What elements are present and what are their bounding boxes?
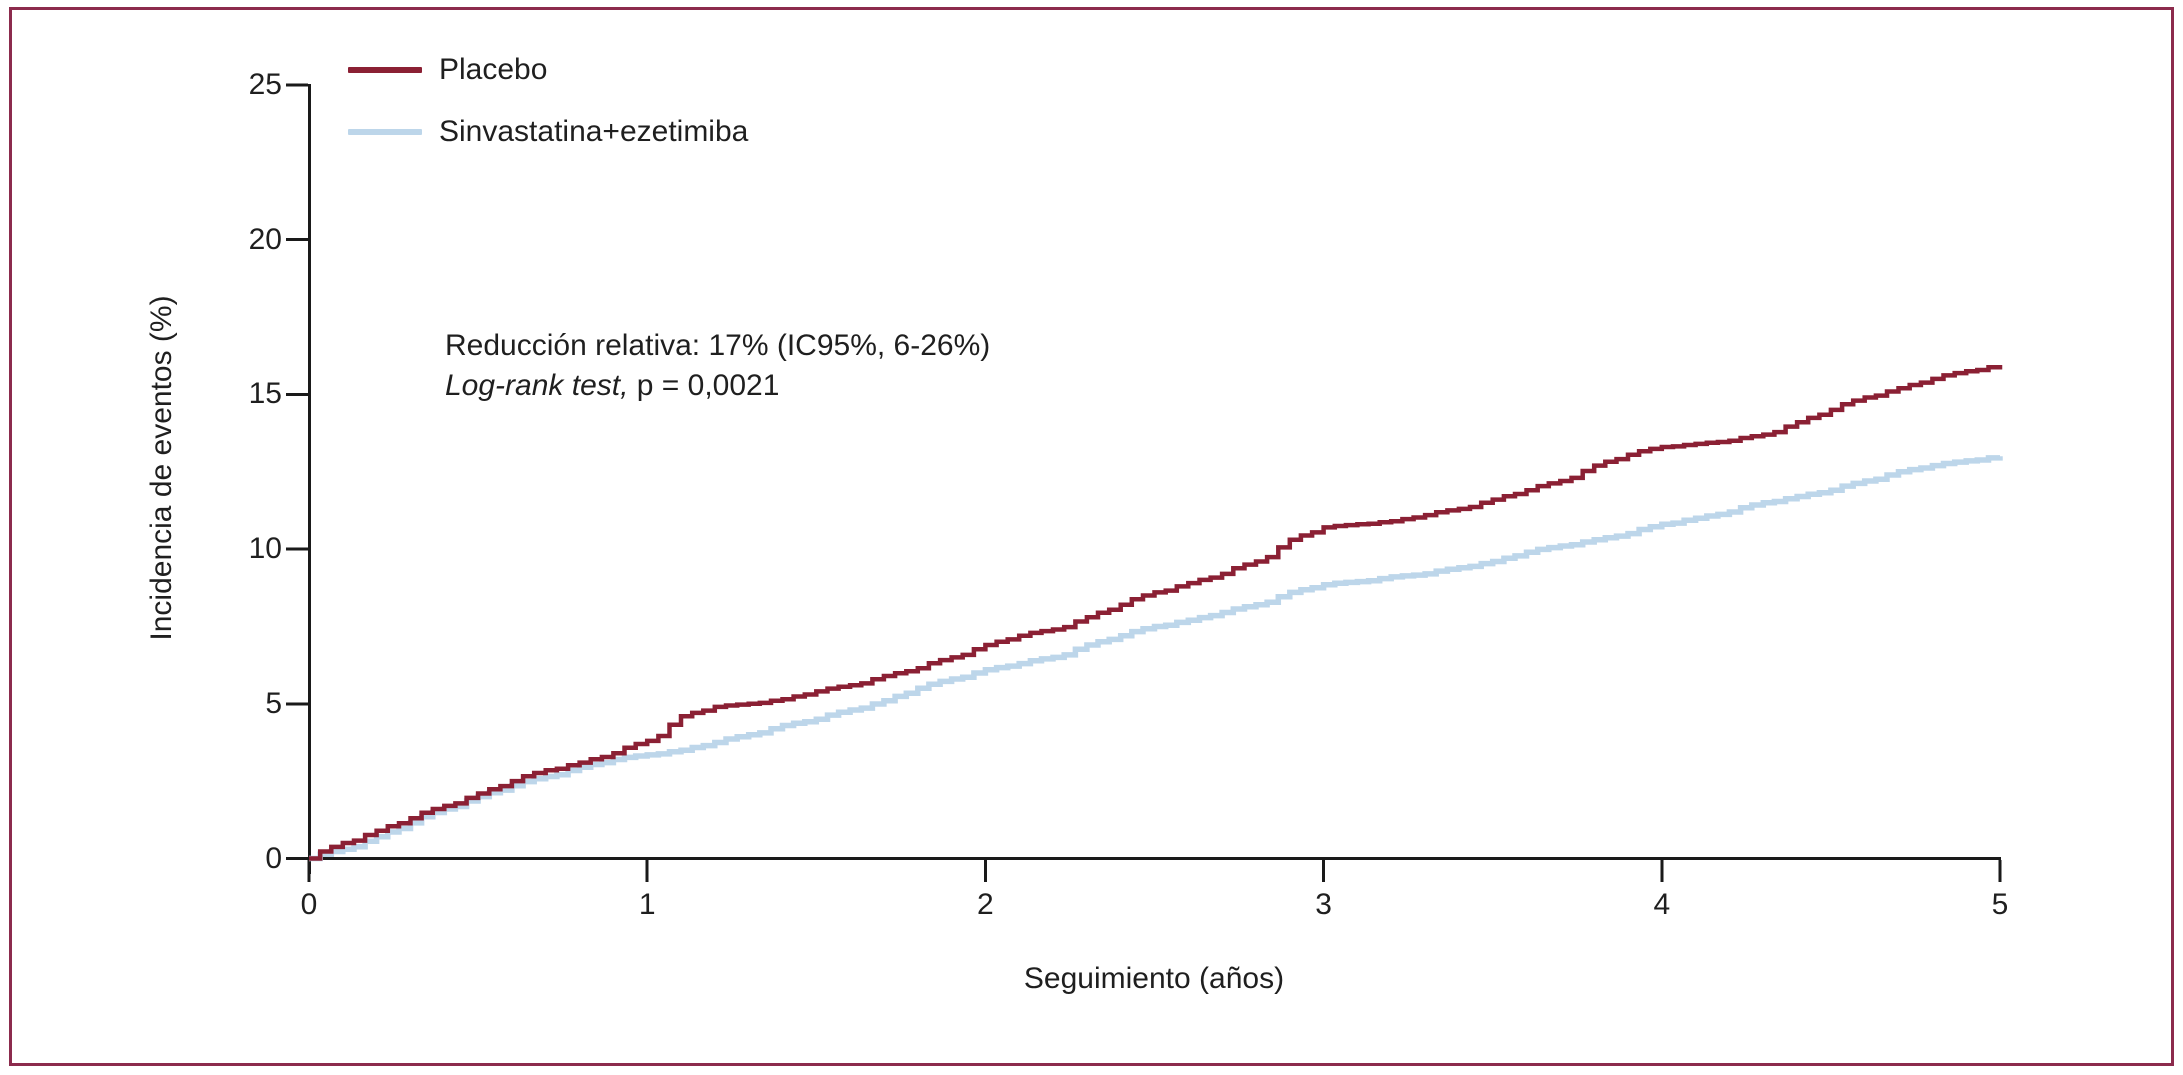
x-tick-label: 5 bbox=[1991, 888, 2009, 921]
logrank-text: Log-rank test, p = 0,0021 bbox=[445, 366, 990, 406]
x-tick-label: 3 bbox=[1315, 888, 1332, 921]
curve-placebo bbox=[309, 364, 2003, 861]
legend-label-placebo: Placebo bbox=[439, 53, 548, 86]
y-tick-label: 10 bbox=[248, 532, 282, 566]
x-tick-label: 0 bbox=[300, 888, 318, 921]
y-tick-label: 0 bbox=[265, 841, 282, 875]
legend-item-placebo: Placebo bbox=[348, 52, 748, 88]
x-tick-label: 1 bbox=[638, 888, 656, 921]
y-axis-title: Incidencia de eventos (%) bbox=[145, 295, 178, 641]
x-axis-title: Seguimiento (años) bbox=[1023, 962, 1285, 995]
y-tick-label: 20 bbox=[248, 222, 282, 256]
y-tick-label: 5 bbox=[265, 686, 282, 720]
legend-label-sinvastatina-ezetimiba: Sinvastatina+ezetimiba bbox=[439, 115, 749, 148]
y-tick-label: 15 bbox=[248, 377, 282, 411]
x-tick-label: 2 bbox=[977, 888, 994, 921]
legend: Placebo Sinvastatina+ezetimiba bbox=[348, 52, 748, 150]
legend-item-sinvastatina-ezetimiba: Sinvastatina+ezetimiba bbox=[348, 114, 748, 150]
curve-sinvastatina-ezetimiba bbox=[309, 455, 2003, 862]
x-tick-label: 4 bbox=[1653, 888, 1671, 921]
sinvastatina-ezetimiba-line-swatch bbox=[348, 129, 422, 135]
relative-reduction-text: Reducción relativa: 17% (IC95%, 6-26%) bbox=[445, 329, 991, 362]
logrank-pvalue: p = 0,0021 bbox=[628, 369, 780, 402]
y-tick-label: 25 bbox=[248, 68, 282, 101]
placebo-line-swatch bbox=[348, 67, 422, 73]
logrank-test-italic: Log-rank test, bbox=[445, 369, 629, 402]
figure-frame bbox=[9, 7, 2174, 1066]
stats-annotation: Reducción relativa: 17% (IC95%, 6-26%) L… bbox=[445, 326, 990, 406]
